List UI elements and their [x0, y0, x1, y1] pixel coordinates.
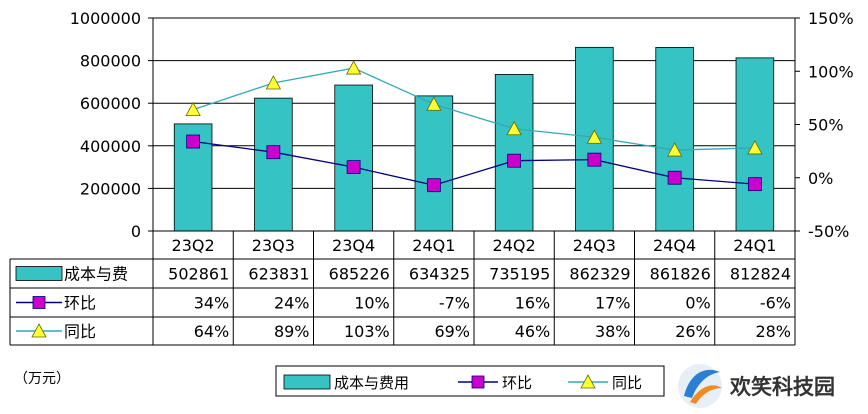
- gridlines: [153, 17, 795, 189]
- yoy-line: [192, 67, 755, 151]
- right-tick-label: 0%: [808, 169, 833, 188]
- bar: [414, 95, 454, 232]
- table-key-qoq-icon: [32, 296, 46, 309]
- yoy-point: [666, 142, 683, 157]
- left-tick-label: 200000: [80, 179, 141, 198]
- axes: [152, 18, 796, 232]
- qoq-point: [426, 178, 441, 193]
- qoq-line: [193, 140, 755, 186]
- table-row-label: 环比: [64, 294, 96, 313]
- data-label: 623831: [248, 265, 309, 284]
- data-label: 735195: [489, 265, 550, 284]
- data-label: 685226: [329, 265, 390, 284]
- bar: [494, 74, 534, 232]
- data-label: 10%: [354, 294, 390, 313]
- data-label: 502861: [168, 265, 229, 284]
- data-label: -6%: [760, 294, 791, 313]
- data-label: -7%: [439, 294, 470, 313]
- category-label: 23Q2: [172, 236, 215, 255]
- legend-qoq-label: 环比: [502, 374, 532, 392]
- qoq-point: [747, 177, 762, 192]
- data-label: 64%: [194, 322, 230, 341]
- table-row-label: 成本与费: [64, 265, 128, 284]
- yoy-point: [586, 129, 603, 144]
- data-label: 103%: [344, 322, 390, 341]
- category-label: 23Q3: [252, 236, 295, 255]
- data-label: 812824: [730, 265, 791, 284]
- data-label: 16%: [515, 294, 551, 313]
- bar-series: [173, 46, 775, 232]
- left-tick-label: 800000: [80, 52, 141, 71]
- legend-bar-swatch: [283, 374, 331, 390]
- category-label: 24Q1: [733, 236, 776, 255]
- bar: [655, 47, 694, 232]
- watermark: 欢笑科技园: [678, 364, 835, 408]
- right-tick-label: 50%: [808, 116, 844, 135]
- data-label: 17%: [595, 294, 631, 313]
- left-axis-ticks: 0 200000 400000 600000 800000 1000000: [70, 9, 153, 241]
- yoy-point: [747, 140, 763, 155]
- right-tick-label: 100%: [808, 62, 854, 81]
- qoq-point: [507, 153, 522, 168]
- data-label: 634325: [409, 265, 470, 284]
- legend-bar-label: 成本与费用: [334, 374, 409, 392]
- yoy-point: [185, 101, 201, 116]
- watermark-text: 欢笑科技园: [729, 375, 835, 399]
- right-tick-label: -50%: [808, 222, 849, 241]
- data-label: 0%: [685, 294, 710, 313]
- yoy-point: [265, 75, 282, 90]
- category-label: 23Q4: [332, 236, 375, 255]
- qoq-point: [346, 160, 361, 175]
- table-row-label: 同比: [64, 322, 96, 341]
- data-label: 46%: [515, 322, 551, 341]
- watermark-logo-swoosh-orange: [690, 385, 722, 404]
- legend-frame: [275, 365, 665, 397]
- qoq-point: [266, 145, 281, 160]
- left-tick-label: 0: [131, 222, 141, 241]
- data-label: 26%: [675, 322, 711, 341]
- qoq-point: [667, 170, 682, 185]
- data-label: 24%: [274, 294, 310, 313]
- left-tick-label: 1000000: [70, 9, 141, 28]
- watermark-logo-swoosh-blue: [684, 369, 720, 398]
- bar: [334, 84, 373, 232]
- left-tick-label: 600000: [80, 94, 141, 113]
- data-label: 34%: [194, 294, 230, 313]
- category-label: 24Q4: [653, 236, 696, 255]
- category-label: 24Q2: [493, 236, 536, 255]
- legend-yoy-marker: [580, 374, 596, 389]
- data-label: 89%: [274, 322, 310, 341]
- category-label: 24Q1: [412, 236, 455, 255]
- data-label: 28%: [755, 322, 791, 341]
- qoq-point: [186, 134, 201, 149]
- legend: 成本与费用 环比 同比: [275, 365, 665, 397]
- data-label: 69%: [434, 322, 470, 341]
- table-key-bar-icon: [15, 266, 63, 281]
- left-tick-label: 400000: [80, 137, 141, 156]
- category-label: 24Q3: [573, 236, 616, 255]
- right-axis-ticks: -50% 0% 50% 100% 150%: [795, 9, 854, 241]
- data-label: 38%: [595, 322, 631, 341]
- unit-note: （万元）: [14, 371, 70, 387]
- right-tick-label: 150%: [808, 9, 854, 28]
- legend-qoq-marker: [471, 375, 485, 389]
- data-label: 861826: [650, 265, 711, 284]
- yoy-point: [345, 60, 362, 75]
- line-series: [185, 60, 763, 193]
- legend-yoy-label: 同比: [612, 374, 642, 392]
- table-key-yoy-icon: [31, 323, 47, 338]
- data-table: 23Q2 23Q3 23Q4 24Q1 24Q2 24Q3 24Q4 24Q1 成本与费环比同比…: [9, 231, 796, 346]
- yoy-point: [426, 96, 442, 111]
- bar: [254, 97, 293, 232]
- yoy-point: [506, 120, 522, 136]
- data-label: 862329: [569, 265, 630, 284]
- qoq-point: [587, 152, 602, 167]
